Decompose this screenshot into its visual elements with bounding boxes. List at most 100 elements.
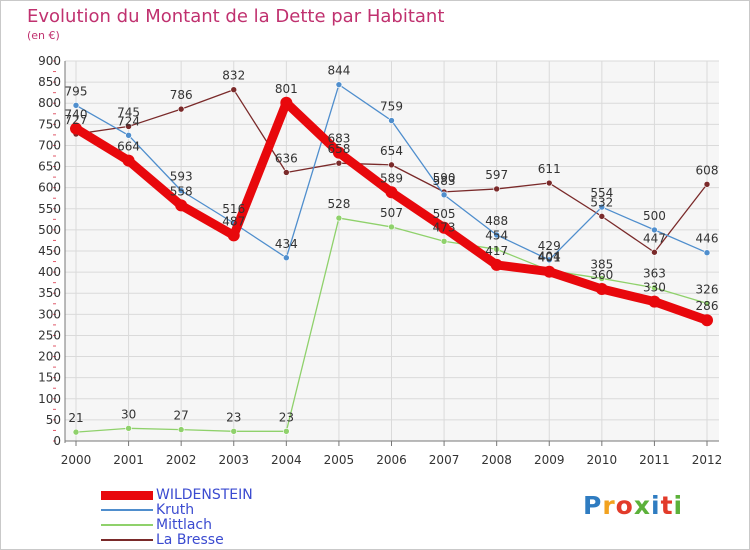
logo-letter: o	[615, 491, 634, 520]
x-tick-label: 2004	[271, 453, 302, 467]
y-tick-label: 500	[38, 223, 61, 237]
data-point	[493, 231, 500, 239]
y-tick-label: 250	[38, 328, 61, 342]
data-label: 745	[117, 105, 140, 119]
x-tick-label: 2005	[324, 453, 355, 467]
y-tick-label: 350	[38, 286, 61, 300]
data-label: 404	[538, 249, 561, 263]
legend-item-la-bresse: La Bresse	[101, 532, 224, 548]
legend-swatch-wildenstein	[101, 490, 153, 500]
data-label: 658	[327, 142, 350, 156]
data-label: 786	[170, 88, 193, 102]
data-point	[227, 229, 240, 242]
data-point	[595, 283, 608, 295]
data-point	[335, 159, 343, 167]
chart-subtitle: (en €)	[27, 29, 60, 42]
data-point	[177, 187, 185, 194]
data-label: 505	[433, 207, 456, 221]
data-point	[388, 223, 395, 231]
logo-letter: t	[660, 491, 674, 520]
y-tick-label: 850	[38, 75, 61, 89]
y-tick-label: 900	[38, 54, 61, 68]
y-tick-label: 700	[38, 138, 61, 152]
data-label: 554	[590, 186, 613, 200]
logo-letter: r	[602, 491, 616, 520]
data-point	[543, 265, 556, 278]
data-label: 801	[275, 82, 298, 96]
x-tick-label: 2003	[218, 453, 249, 467]
data-label: 363	[643, 267, 666, 281]
data-label: 286	[696, 299, 719, 313]
logo-letter: x	[633, 491, 651, 520]
data-label: 447	[643, 231, 666, 245]
y-tick-label: 400	[38, 265, 61, 279]
data-label: 473	[433, 220, 456, 234]
data-label: 844	[327, 64, 350, 78]
data-point	[175, 199, 188, 212]
y-tick-label: 200	[38, 350, 61, 364]
legend-swatch-kruth	[101, 509, 153, 511]
y-tick-label: 0	[53, 434, 61, 448]
data-point	[701, 314, 713, 327]
data-point	[230, 86, 238, 94]
data-label: 23	[279, 410, 294, 424]
data-label: 593	[170, 170, 193, 184]
y-tick-label: 600	[38, 181, 61, 195]
data-label: 330	[643, 281, 666, 295]
data-label: 385	[590, 257, 613, 271]
data-point	[332, 146, 345, 159]
data-point	[493, 246, 500, 253]
data-label: 23	[226, 410, 241, 424]
data-point	[598, 203, 606, 211]
data-point	[335, 214, 343, 222]
y-tick-label: 50	[46, 413, 61, 427]
data-point	[703, 180, 711, 188]
x-tick-label: 2006	[376, 453, 407, 467]
data-point	[598, 275, 606, 282]
data-label: 500	[643, 209, 666, 223]
data-point	[703, 249, 711, 256]
data-label: 401	[538, 251, 561, 265]
legend-item-kruth: Kruth	[101, 502, 194, 518]
data-label: 27	[174, 409, 189, 423]
legend-label: La Bresse	[156, 532, 224, 548]
proxiti-logo: Proxiti	[583, 491, 683, 520]
data-point	[388, 117, 395, 124]
data-point	[385, 186, 398, 199]
data-label: 611	[538, 162, 561, 176]
y-tick-label: 800	[38, 96, 61, 110]
y-tick-label: 750	[38, 117, 61, 131]
data-label: 30	[121, 407, 136, 421]
data-point	[545, 256, 553, 264]
data-label: 832	[222, 69, 245, 83]
data-label: 608	[696, 163, 719, 177]
x-tick-label: 2002	[166, 453, 197, 467]
x-tick-label: 2008	[481, 453, 512, 467]
y-tick-label: 650	[38, 160, 61, 174]
data-label: 434	[275, 237, 298, 251]
legend-label: Mittlach	[156, 517, 212, 533]
data-label: 683	[327, 132, 350, 146]
data-label: 636	[275, 151, 298, 165]
legend-label: Kruth	[156, 502, 195, 518]
data-label: 429	[538, 239, 561, 253]
y-tick-label: 150	[38, 371, 61, 385]
data-point	[545, 179, 553, 187]
x-tick-label: 2010	[587, 453, 618, 467]
data-label: 516	[222, 202, 245, 216]
data-point	[125, 132, 132, 139]
data-point	[440, 191, 448, 199]
data-label: 724	[117, 114, 140, 128]
data-point	[335, 81, 343, 88]
y-tick-label: 450	[38, 244, 61, 258]
chart-title: Evolution du Montant de la Dette par Hab…	[27, 6, 445, 27]
data-label: 360	[590, 268, 613, 282]
data-point	[125, 123, 132, 130]
data-label: 487	[222, 214, 245, 228]
data-point	[651, 226, 658, 234]
data-point	[703, 300, 711, 307]
legend-swatch-la-bresse	[101, 539, 153, 541]
data-label: 727	[65, 113, 88, 127]
